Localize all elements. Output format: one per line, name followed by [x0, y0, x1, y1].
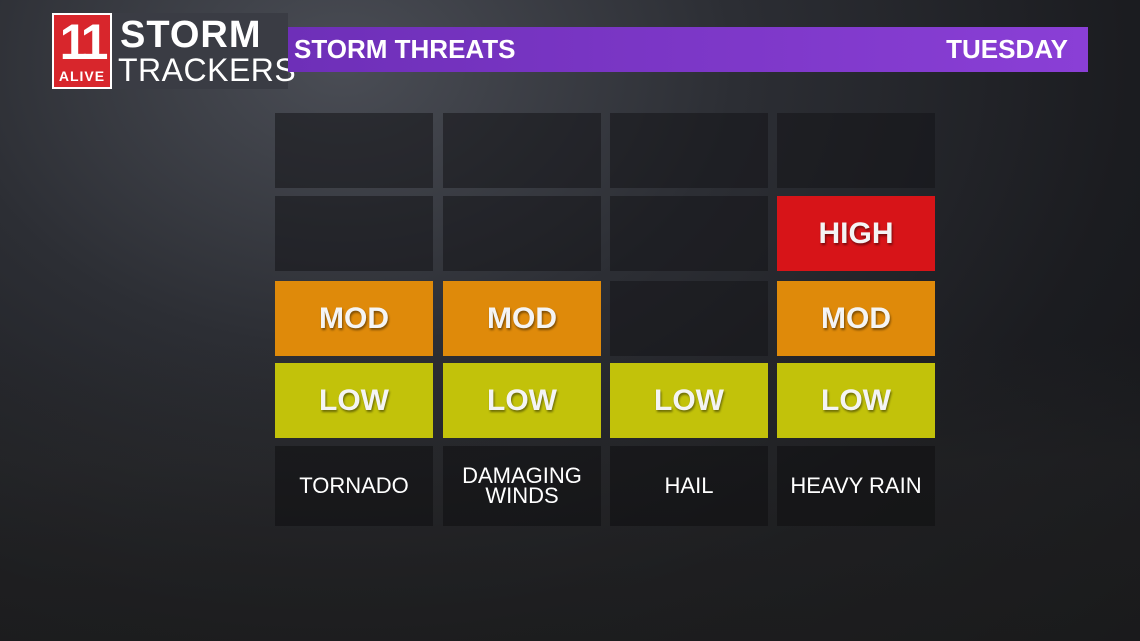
threat-level-label: LOW: [319, 383, 389, 417]
grid-cell: [443, 196, 601, 271]
grid-cell: [610, 196, 768, 271]
day-label: TUESDAY: [946, 34, 1068, 64]
threat-level-label: LOW: [821, 383, 891, 417]
threat-level-cell: LOW: [610, 363, 768, 438]
brand-line2: TRACKERS: [118, 52, 297, 88]
brand-box: STORM TRACKERS: [112, 13, 296, 89]
threat-level-label: MOD: [821, 301, 891, 335]
threat-level-label: LOW: [487, 383, 557, 417]
threat-level-cell: MOD: [777, 281, 935, 356]
threat-level-label: HIGH: [818, 216, 894, 250]
page-title: STORM THREATS: [294, 34, 516, 64]
threat-level-cell: LOW: [275, 363, 433, 438]
grid-cell: [610, 113, 768, 188]
brand-line1: STORM: [120, 14, 262, 56]
grid-cell: [275, 196, 433, 271]
threat-level-cell: MOD: [275, 281, 433, 356]
threat-level-label: MOD: [319, 301, 389, 335]
grid-cell: [275, 113, 433, 188]
threat-name: HAIL: [610, 446, 768, 526]
title-bar: STORM THREATS TUESDAY: [288, 27, 1088, 72]
station-logo: 11 ALIVE: [52, 13, 112, 89]
threat-level-cell: LOW: [443, 363, 601, 438]
threat-level-cell: MOD: [443, 281, 601, 356]
threat-level-label: MOD: [487, 301, 557, 335]
grid-cell: [443, 113, 601, 188]
threat-name: HEAVY RAIN: [777, 446, 935, 526]
threat-name: TORNADO: [275, 446, 433, 526]
logo-sub: ALIVE: [58, 68, 106, 84]
threat-level-label: LOW: [654, 383, 724, 417]
grid-cell: [777, 113, 935, 188]
threat-level-cell: LOW: [777, 363, 935, 438]
grid-cell: [610, 281, 768, 356]
threat-name: DAMAGING WINDS: [443, 446, 601, 526]
threat-level-cell: HIGH: [777, 196, 935, 271]
logo-number: 11: [59, 14, 109, 70]
